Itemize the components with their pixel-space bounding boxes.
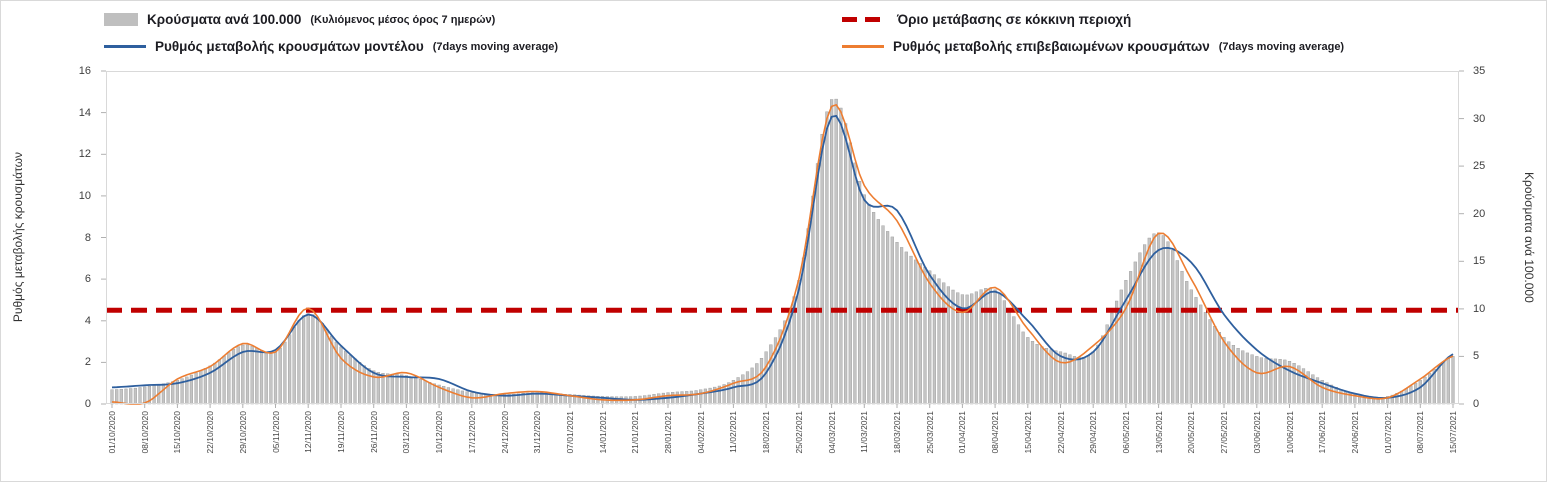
x-axis-tick-label: 25/02/2021	[793, 411, 804, 454]
x-axis-tick-label: 03/06/2021	[1251, 411, 1262, 454]
left-axis-tick-label: 10	[78, 189, 91, 202]
x-axis-tick-label: 15/04/2021	[1022, 411, 1033, 454]
right-axis-tick-label: 35	[1473, 65, 1486, 77]
plot-border	[106, 71, 1459, 404]
left-axis-ticks: 0 2 4 6 8 10 12 14 16	[61, 65, 99, 410]
x-axis-tick-label: 22/10/2020	[205, 411, 216, 454]
line-swatch-icon	[842, 45, 884, 48]
x-axis-tick-label: 15/07/2021	[1448, 411, 1458, 454]
x-axis-tick-label: 08/07/2021	[1415, 411, 1426, 454]
x-axis-tick-label: 20/05/2021	[1186, 411, 1197, 454]
legend: Κρούσματα ανά 100.000 (Κυλιόμενος μέσος …	[104, 6, 1494, 60]
right-axis-tick-label: 30	[1473, 112, 1486, 125]
x-axis-tick-label: 18/03/2021	[892, 411, 902, 454]
x-axis-tick-label: 11/03/2021	[859, 411, 870, 453]
x-axis-tick-label: 14/01/2021	[597, 411, 608, 454]
legend-label: Ρυθμός μεταβολής επιβεβαιωμένων κρουσμάτ…	[893, 39, 1210, 54]
left-axis-tick-label: 14	[78, 106, 91, 119]
right-axis-tick-label: 0	[1473, 398, 1480, 410]
x-axis-tick-label: 11/02/2021	[728, 411, 739, 453]
legend-item-model-rate: Ρυθμός μεταβολής κρουσμάτων μοντέλου (7d…	[104, 39, 842, 54]
legend-label: Ρυθμός μεταβολής κρουσμάτων μοντέλου	[155, 39, 424, 54]
x-axis-tick-label: 04/02/2021	[695, 411, 706, 454]
right-axis-tick-label: 5	[1473, 350, 1480, 363]
confirmed-line	[111, 103, 1454, 405]
right-axis-title: Κρούσματα ανά 100.000	[1516, 71, 1542, 404]
x-axis-tick-label: 01/04/2021	[957, 411, 968, 454]
legend-label-note: (7days moving average)	[432, 40, 559, 53]
x-axis-tick-label: 26/11/2020	[368, 411, 379, 453]
x-axis-tick-label: 15/10/2020	[172, 411, 183, 454]
line-swatch-icon	[104, 45, 146, 48]
right-axis-title-text: Κρούσματα ανά 100.000	[1522, 172, 1536, 303]
bars-series	[110, 98, 1455, 405]
legend-label: Κρούσματα ανά 100.000	[147, 12, 302, 27]
x-axis-tick-label: 10/12/2020	[434, 411, 445, 454]
right-axis-ticks: 0 5 10 15 20 25 30 35	[1465, 65, 1503, 410]
x-axis-tick-label: 06/05/2021	[1120, 411, 1131, 454]
left-axis-tick-label: 12	[78, 148, 91, 161]
plot-area	[101, 70, 1464, 408]
right-axis-tick-label: 15	[1473, 255, 1486, 268]
axis-tick-marks	[101, 70, 1464, 408]
x-axis-tick-label: 01/07/2021	[1382, 411, 1393, 454]
x-axis-tick-label: 18/02/2021	[761, 411, 772, 454]
legend-label: Όριο μετάβασης σε κόκκινη περιοχή	[897, 12, 1132, 27]
x-axis-tick-label: 03/12/2020	[401, 411, 412, 454]
model-line	[111, 114, 1454, 401]
x-axis-tick-label: 27/05/2021	[1219, 411, 1229, 454]
left-axis-title-text: Ρυθμός μεταβολής κρουσμάτων	[11, 152, 25, 323]
dashed-line-swatch-icon	[842, 17, 888, 22]
bar-swatch-icon	[104, 13, 138, 26]
x-axis-tick-label: 04/03/2021	[826, 411, 837, 454]
right-axis-tick-label: 25	[1473, 160, 1486, 173]
left-axis-tick-label: 6	[84, 273, 91, 286]
x-axis-tick-label: 24/06/2021	[1349, 411, 1360, 454]
legend-label-note: (Κυλιόμενος μέσος όρος 7 ημερών)	[310, 13, 496, 26]
x-axis-tick-label: 22/04/2021	[1055, 411, 1066, 454]
left-axis-tick-label: 2	[84, 356, 91, 369]
x-axis-tick-label: 05/11/2020	[270, 411, 281, 453]
x-axis-tick-label: 28/01/2021	[663, 411, 673, 454]
legend-label-note: (7days moving average)	[1218, 40, 1345, 53]
x-axis-tick-label: 24/12/2020	[499, 411, 510, 454]
x-axis-tick-label: 13/05/2021	[1153, 411, 1164, 454]
left-axis-tick-label: 16	[78, 65, 91, 77]
x-axis-tick-label: 08/04/2021	[990, 411, 1001, 454]
left-axis-title: Ρυθμός μεταβολής κρουσμάτων	[5, 71, 31, 404]
left-axis-tick-label: 8	[84, 231, 91, 244]
legend-item-cases-bars: Κρούσματα ανά 100.000 (Κυλιόμενος μέσος …	[104, 12, 842, 27]
x-axis-tick-label: 21/01/2021	[630, 411, 641, 454]
x-axis-tick-label: 19/11/2020	[336, 411, 346, 453]
x-axis-tick-label: 17/06/2021	[1317, 411, 1328, 454]
left-axis-tick-label: 4	[84, 314, 91, 327]
x-axis-tick-label: 07/01/2021	[564, 411, 575, 454]
right-axis-tick-label: 10	[1473, 302, 1486, 315]
x-axis-tick-label: 10/06/2021	[1284, 411, 1295, 454]
x-axis-tick-label: 01/10/2020	[107, 411, 117, 454]
left-axis-tick-label: 0	[84, 398, 91, 410]
x-axis-tick-label: 12/11/2020	[303, 411, 314, 453]
x-axis-tick-label: 08/10/2020	[139, 411, 150, 454]
legend-item-red-threshold: Όριο μετάβασης σε κόκκινη περιοχή	[842, 12, 1494, 27]
x-axis-tick-label: 25/03/2021	[924, 411, 935, 454]
right-axis-tick-label: 20	[1473, 207, 1486, 220]
x-axis-tick-label: 29/04/2021	[1088, 411, 1099, 454]
x-axis-tick-label: 17/12/2020	[466, 411, 477, 454]
x-axis-labels: 01/10/2020 08/10/2020 15/10/2020 22/10/2020…	[106, 409, 1459, 481]
x-axis-tick-label: 31/12/2020	[532, 411, 543, 454]
legend-item-confirmed-rate: Ρυθμός μεταβολής επιβεβαιωμένων κρουσμάτ…	[842, 39, 1494, 54]
x-axis-tick-label: 29/10/2020	[237, 411, 248, 454]
